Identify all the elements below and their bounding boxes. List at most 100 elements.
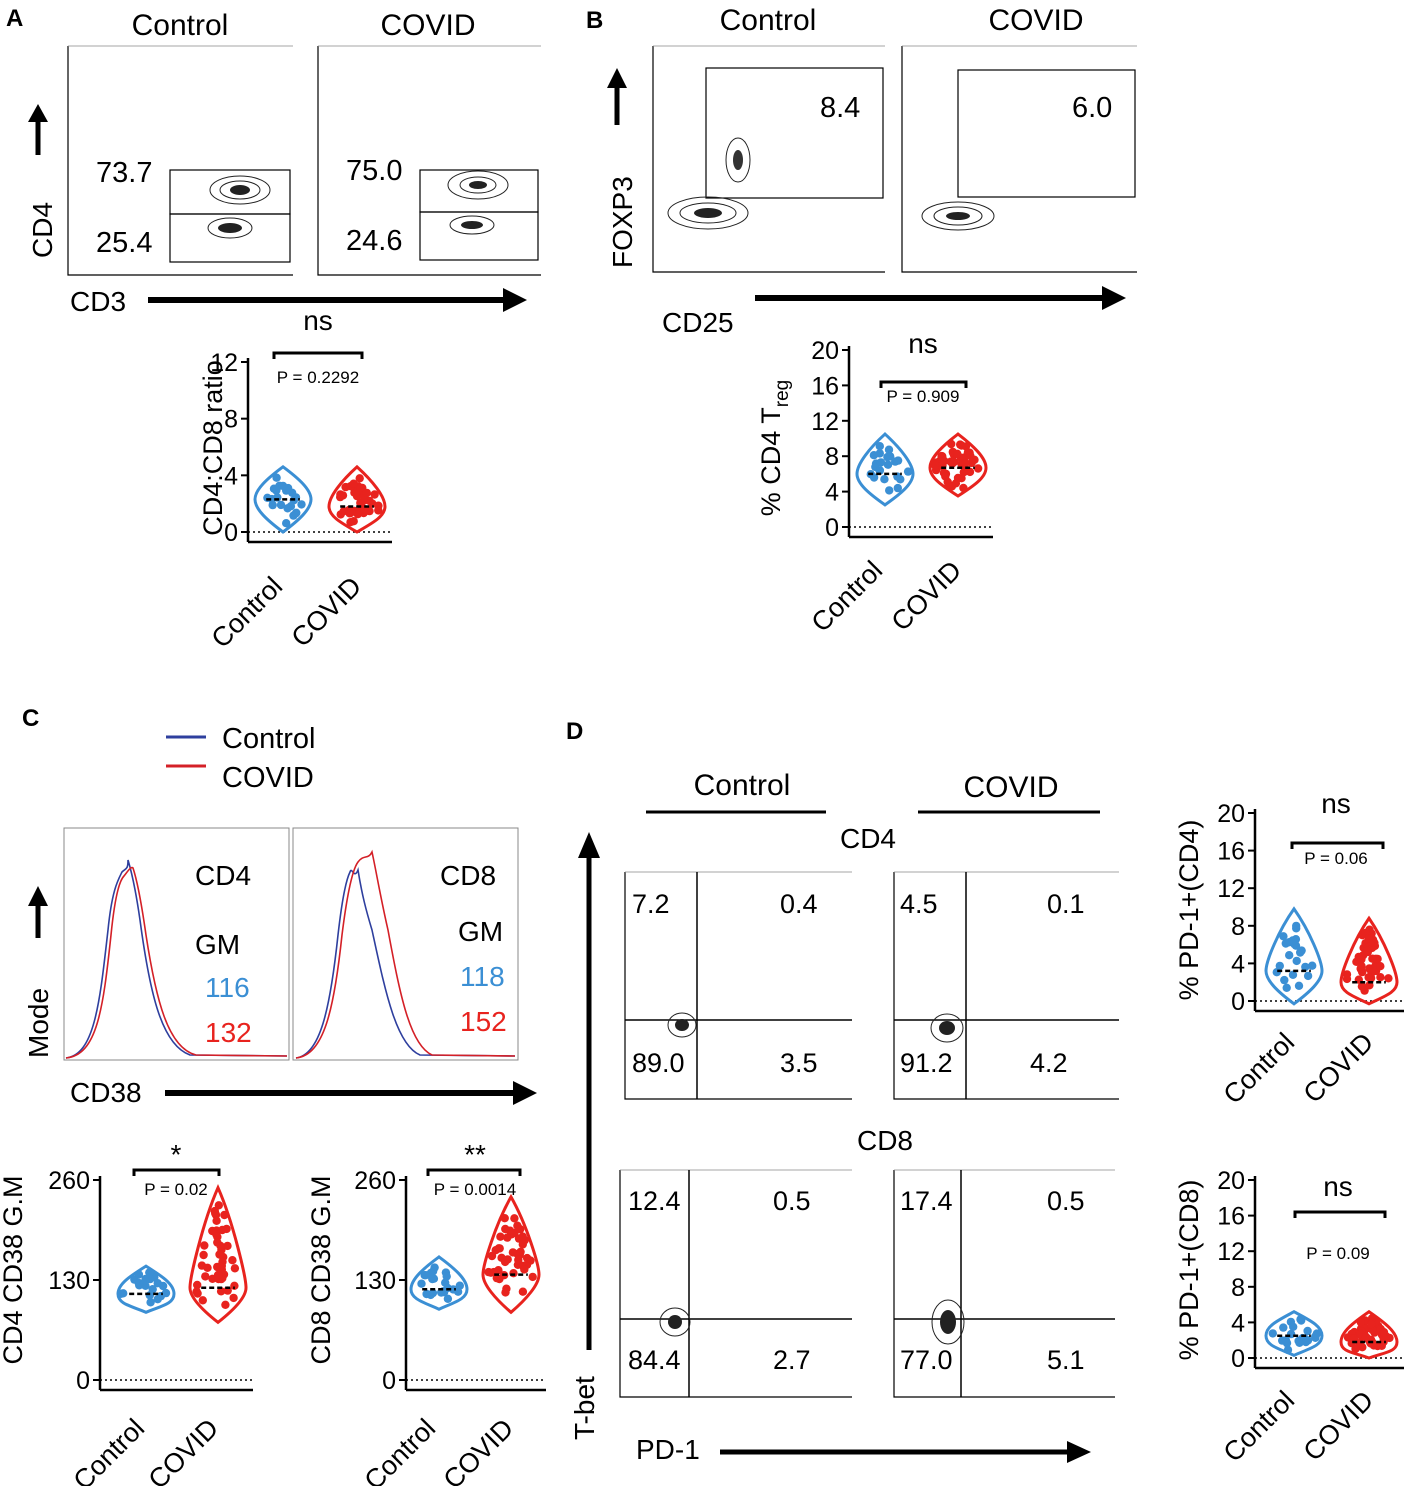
flow-a-control-upper: 73.7 [96,157,152,189]
significance-bracket [132,1168,221,1176]
hist-cd8-control-gm: 118 [460,961,505,992]
data-point [417,1279,426,1288]
data-point [212,1216,221,1226]
data-point [1281,1336,1291,1345]
q-cd4-control-ul: 7.2 [632,889,670,919]
data-point [208,1226,217,1236]
violin-chart-ratio: CD4:CD8 ratio ns P = 0.2292 Control COVI… [198,305,392,654]
y-tick-label: 20 [811,337,839,365]
data-point [230,1264,240,1273]
y-tick-label: 16 [1217,1203,1245,1231]
data-point [116,1289,126,1299]
data-point [263,493,272,502]
data-point [1268,1329,1278,1338]
data-point [141,1276,150,1285]
flow-d-cd8-control: 12.4 0.5 84.4 2.7 [619,1169,852,1398]
data-point [146,1298,155,1307]
hist-cd4-covid-gm: 132 [205,1017,252,1048]
violin-cd4cd38-significance: * [171,1139,182,1170]
violin-ratio-cat-covid: COVID [286,571,368,653]
data-point [949,457,959,467]
data-point [1342,974,1352,984]
panel-b-flow: Control COVID 8.4 6.0 FOXP3 CD25 [607,4,1137,338]
q-cd4-control-ll: 89.0 [632,1048,685,1078]
data-point [213,1238,222,1247]
data-point [1360,986,1369,995]
data-point [198,1296,207,1305]
data-point [292,508,301,517]
data-point [528,1272,537,1282]
data-point [893,483,902,493]
y-tick-label: 4 [224,462,238,490]
data-point [229,1293,238,1303]
panel-a-flow: Control COVID 73.7 25.4 75.0 24 [27,9,541,317]
violin-ratio-significance: ns [303,305,333,336]
flow-a-covid-title: COVID [380,9,475,42]
data-point [201,1272,210,1281]
data-point [221,1300,230,1310]
data-point [961,458,970,468]
violin-pd1cd8-pvalue: P = 0.09 [1306,1244,1370,1263]
data-point [148,1285,157,1294]
panel-letter-b: B [586,7,603,34]
data-point [1283,1345,1293,1355]
q-cd4-covid-ll: 91.2 [900,1048,953,1078]
data-point [422,1289,431,1299]
y-tick-label: 4 [1231,950,1245,978]
data-point [940,456,949,466]
data-point [278,481,288,491]
y-tick-label: 0 [825,514,839,542]
data-point [501,1288,510,1297]
data-point [362,488,371,498]
violin-control [253,464,313,534]
y-tick-label: 8 [825,443,839,471]
data-point [896,475,905,484]
hist-cd4-control-gm: 116 [205,972,250,1003]
q-cd8-covid-ur: 0.5 [1047,1186,1085,1216]
violin-covid [327,464,387,534]
data-point [1368,954,1377,963]
q-cd8-control-ul: 12.4 [628,1186,681,1216]
data-point [272,473,281,482]
data-point [1311,1332,1320,1341]
significance-bracket [879,380,968,388]
q-cd4-covid-ur: 0.1 [1047,889,1085,919]
data-point [875,466,885,475]
y-tick-label: 12 [1217,1238,1245,1266]
data-point [220,1210,229,1220]
flow-b-control-plot: 8.4 [652,45,885,273]
data-point [1294,981,1304,990]
violin-treg-ylabel-sub: reg [772,380,793,407]
data-point [374,501,383,510]
data-point [338,491,348,500]
data-point [216,1287,226,1296]
data-point [1357,961,1366,971]
flow-a-control-title: Control [132,9,229,42]
hist-cd4-stat: GM [195,929,240,960]
data-point [520,1265,529,1274]
violin-control [855,432,915,507]
data-point [192,1287,201,1296]
data-point [1282,983,1291,992]
data-point [1295,1338,1304,1348]
data-point [134,1270,144,1279]
data-point [500,1214,509,1223]
data-point [510,1214,519,1223]
flow-a-covid-upper: 75.0 [346,155,402,187]
data-point [1384,974,1393,983]
violin-treg-ylabel-main: % CD4 T [756,407,786,516]
data-point [156,1291,166,1301]
q-cd4-control-ur: 0.4 [780,889,818,919]
violin-pd1cd8-cat-covid: COVID [1298,1385,1380,1467]
data-point [903,467,913,476]
data-point [1289,1322,1298,1332]
significance-bracket [1290,841,1385,849]
data-point [1377,1341,1387,1351]
violin-treg-pvalue: P = 0.909 [887,387,960,406]
violin-ratio-pvalue: P = 0.2292 [277,368,359,387]
data-point [421,1271,430,1280]
y-tick-label: 130 [48,1267,90,1295]
data-point [214,1201,223,1210]
data-point [230,1281,239,1291]
data-point [973,464,983,473]
